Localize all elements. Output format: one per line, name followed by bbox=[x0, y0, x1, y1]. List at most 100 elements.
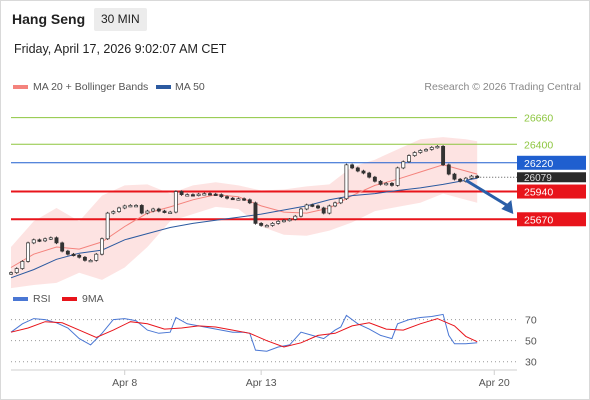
level-tag-25670 bbox=[517, 212, 586, 227]
chart-header: Hang Seng 30 MIN bbox=[1, 1, 589, 37]
candle-body bbox=[355, 167, 360, 172]
candle-body bbox=[117, 207, 121, 212]
candle-body bbox=[429, 147, 434, 150]
last-price-label: 26079 bbox=[524, 173, 552, 184]
last-price-tag bbox=[517, 172, 586, 183]
candle-body bbox=[407, 155, 411, 163]
ma9-legend-swatch bbox=[62, 297, 77, 301]
rsi-line bbox=[10, 313, 478, 352]
candle-body bbox=[43, 238, 48, 242]
candle-body bbox=[185, 194, 190, 197]
candle-body bbox=[225, 196, 229, 199]
rsi-panel: 70 50 30 bbox=[10, 313, 537, 369]
legend-main: MA 20 + Bollinger Bands MA 50 Research ©… bbox=[13, 81, 581, 93]
ma20-legend-label: MA 20 + Bollinger Bands bbox=[33, 81, 148, 93]
candle-body bbox=[469, 175, 474, 179]
candle-body bbox=[270, 223, 275, 226]
candle-body bbox=[418, 150, 423, 153]
candle-body bbox=[333, 202, 338, 207]
candle-body bbox=[384, 182, 389, 186]
forecast-arrow-head bbox=[501, 200, 514, 215]
level-label-26220: 26220 bbox=[524, 158, 553, 170]
rsi-tick-50: 50 bbox=[525, 336, 537, 348]
legend-rsi: RSI 9MA bbox=[13, 293, 104, 305]
candle-body bbox=[196, 193, 201, 196]
candle-body bbox=[321, 207, 326, 214]
candle-body bbox=[168, 211, 173, 214]
candle-body bbox=[71, 253, 76, 257]
level-label-25670: 25670 bbox=[524, 214, 553, 226]
timestamp: Friday, April 17, 2026 9:02:07 AM CET bbox=[14, 42, 227, 56]
candle-body bbox=[134, 205, 139, 208]
candle-body bbox=[424, 149, 428, 152]
candle-body bbox=[162, 210, 167, 213]
candle-body bbox=[452, 173, 457, 180]
level-label-26660: 26660 bbox=[524, 113, 553, 125]
candle-body bbox=[401, 161, 406, 169]
candle-body bbox=[230, 197, 235, 201]
candle-body bbox=[361, 170, 366, 174]
level-label-26400: 26400 bbox=[524, 139, 553, 151]
candle-body bbox=[31, 239, 36, 244]
candle-body bbox=[179, 191, 184, 195]
candle-body bbox=[344, 164, 349, 200]
candle-body bbox=[253, 202, 258, 224]
candle-body bbox=[372, 176, 377, 182]
level-label-25940: 25940 bbox=[524, 187, 553, 199]
rsi-legend-swatch bbox=[13, 297, 28, 301]
ma20-legend-swatch bbox=[13, 85, 28, 89]
rsi-ma9-line bbox=[10, 318, 478, 348]
candle-body bbox=[20, 261, 25, 269]
candle-body bbox=[293, 215, 298, 220]
candle-body bbox=[367, 172, 372, 178]
bollinger-band-area bbox=[11, 137, 478, 289]
candle-body bbox=[412, 152, 417, 156]
level-tag-26220 bbox=[517, 155, 586, 170]
candle-body bbox=[94, 253, 99, 261]
candle-body bbox=[304, 204, 309, 210]
candle-body bbox=[26, 242, 31, 262]
x-axis: Apr 8 Apr 13 Apr 20 bbox=[112, 370, 510, 389]
candle-body bbox=[259, 223, 264, 226]
candle-body bbox=[208, 193, 212, 196]
candle-body bbox=[276, 220, 281, 224]
candle-body bbox=[60, 242, 65, 252]
candle-body bbox=[173, 191, 178, 213]
candle-body bbox=[100, 238, 104, 255]
main-price-panel: 26660 26400 26220 25940 25670 26079 bbox=[9, 113, 586, 289]
candle-body bbox=[299, 208, 303, 217]
candle-body bbox=[316, 205, 320, 209]
forecast-arrow-shaft bbox=[465, 178, 510, 208]
candle-body bbox=[111, 211, 116, 214]
candle-body bbox=[88, 260, 93, 263]
candle-body bbox=[145, 210, 150, 214]
candle-body bbox=[156, 208, 161, 212]
ma50-line bbox=[10, 177, 478, 279]
candle-body bbox=[327, 205, 332, 214]
candle-body bbox=[350, 164, 355, 169]
candle-body bbox=[475, 175, 480, 178]
candle-body bbox=[219, 194, 224, 198]
ma50-legend-label: MA 50 bbox=[175, 81, 205, 93]
credit-text: Research © 2026 Trading Central bbox=[424, 81, 581, 93]
level-tag-25940 bbox=[517, 184, 586, 199]
candle-body bbox=[446, 164, 451, 175]
candle-body bbox=[105, 212, 110, 240]
candle-body bbox=[242, 198, 247, 201]
candle-body bbox=[441, 146, 446, 166]
candle-body bbox=[287, 218, 292, 222]
candle-body bbox=[458, 178, 463, 182]
candle-body bbox=[310, 204, 315, 207]
x-tick-label: Apr 8 bbox=[112, 377, 137, 389]
candle-body bbox=[389, 182, 394, 186]
x-tick-label: Apr 20 bbox=[479, 377, 510, 389]
candle-body bbox=[338, 198, 343, 204]
instrument-title: Hang Seng bbox=[12, 11, 86, 27]
timeframe-badge[interactable]: 30 MIN bbox=[94, 8, 147, 31]
candle-body bbox=[378, 180, 383, 185]
candle-body bbox=[139, 205, 144, 214]
candle-body bbox=[213, 193, 218, 196]
candle-body bbox=[9, 272, 13, 275]
candle-body bbox=[395, 167, 400, 186]
